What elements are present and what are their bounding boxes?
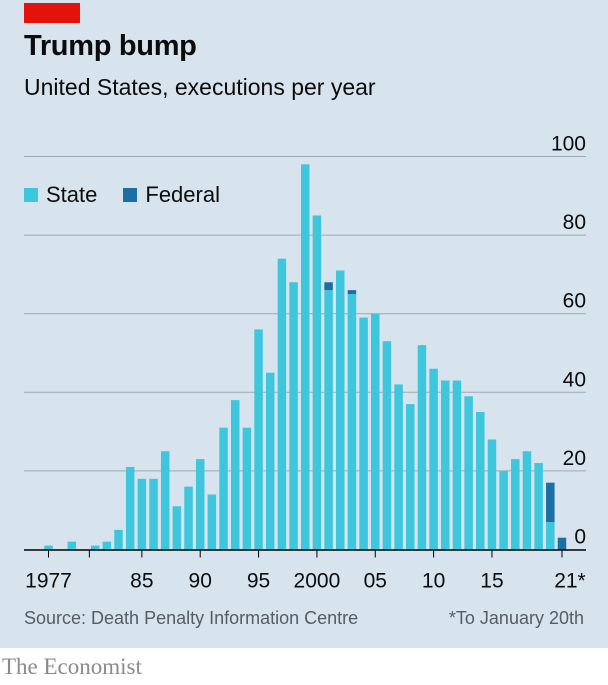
- bar-state-2006: [382, 341, 392, 550]
- bar-state-1982: [102, 541, 112, 550]
- bar-state-1988: [172, 506, 182, 550]
- y-tick-label: 60: [563, 290, 586, 313]
- bar-state-2012: [452, 380, 462, 550]
- x-tick-label: 15: [480, 570, 503, 593]
- bar-state-1993: [230, 400, 240, 550]
- y-tick-label: 0: [574, 526, 586, 549]
- x-tick-label: 10: [422, 570, 445, 593]
- bar-chart: 0 20 40 60 80 100 1977 85 90 95 2000 05 10 15 21*: [24, 133, 586, 593]
- bar-state-1995: [254, 329, 263, 550]
- bar-state-1991: [207, 494, 217, 550]
- bar-state-2016: [499, 470, 508, 550]
- bar-state-1987: [160, 451, 170, 550]
- bar-federal-2021: [557, 537, 567, 550]
- brand-wordmark: The Economist: [2, 654, 142, 679]
- bar-state-1986: [149, 478, 158, 550]
- legend: State Federal: [24, 182, 246, 208]
- x-tick-label: 85: [130, 570, 153, 593]
- x-tick-label: 21*: [554, 570, 586, 593]
- bar-state-1997: [277, 258, 287, 550]
- bar-state-2013: [464, 396, 473, 550]
- bar-state-2002: [336, 270, 345, 550]
- legend-swatch-state: [24, 188, 38, 202]
- bar-state-1996: [265, 372, 275, 550]
- bar-state-2015: [487, 439, 497, 550]
- bar-state-1977: [44, 545, 53, 550]
- bar-state-1998: [289, 282, 298, 550]
- y-tick-label: 20: [563, 447, 586, 470]
- x-tick-label: 95: [247, 570, 270, 593]
- x-tick-label: 90: [189, 570, 212, 593]
- legend-item-state: State: [24, 182, 97, 208]
- brand-red-tag: [24, 3, 80, 23]
- bar-state-1984: [125, 466, 135, 550]
- bar-state-2019: [534, 463, 543, 550]
- bar-state-1990: [195, 459, 205, 550]
- legend-label-state: State: [46, 182, 98, 207]
- bar-state-2009: [417, 345, 427, 550]
- legend-label-federal: Federal: [145, 182, 220, 207]
- bar-state-1989: [184, 486, 193, 550]
- bar-state-2011: [441, 380, 450, 550]
- bar-state-1979: [67, 541, 77, 550]
- y-tick-label: 100: [551, 133, 586, 156]
- bar-state-2014: [476, 411, 485, 550]
- bar-state-2010: [429, 368, 438, 550]
- bar-state-2001: [324, 290, 333, 550]
- x-tick-label: 1977: [25, 570, 72, 593]
- bar-state-1981: [90, 545, 100, 550]
- x-tick-label: 05: [364, 570, 387, 593]
- source-note: Source: Death Penalty Information Centre: [24, 608, 359, 628]
- bar-state-2000: [312, 215, 322, 550]
- bar-state-2008: [406, 404, 415, 550]
- bar-state-1999: [300, 164, 310, 550]
- x-tick-label: 2000: [294, 570, 341, 593]
- bar-federal-2020: [546, 482, 555, 522]
- bar-state-2018: [522, 451, 532, 550]
- bar-state-2017: [511, 459, 520, 550]
- footnote: *To January 20th: [448, 608, 584, 628]
- bar-state-2007: [394, 384, 403, 550]
- bar-state-2003: [347, 294, 357, 550]
- bar-state-2020: [546, 521, 555, 550]
- y-tick-label: 40: [563, 368, 586, 391]
- bar-state-1985: [137, 478, 147, 550]
- y-tick-label: 80: [563, 211, 586, 234]
- bar-state-1983: [114, 529, 123, 550]
- bar-state-1994: [242, 427, 252, 550]
- bar-state-2004: [359, 317, 368, 550]
- chart-title: Trump bump: [24, 30, 197, 62]
- legend-swatch-federal: [123, 188, 138, 202]
- bar-federal-2001: [324, 282, 333, 291]
- bar-state-1992: [219, 427, 228, 550]
- chart-subtitle: United States, executions per year: [24, 74, 376, 100]
- bar-state-2005: [371, 313, 380, 550]
- legend-item-federal: Federal: [123, 182, 220, 208]
- bar-federal-2003: [347, 290, 357, 295]
